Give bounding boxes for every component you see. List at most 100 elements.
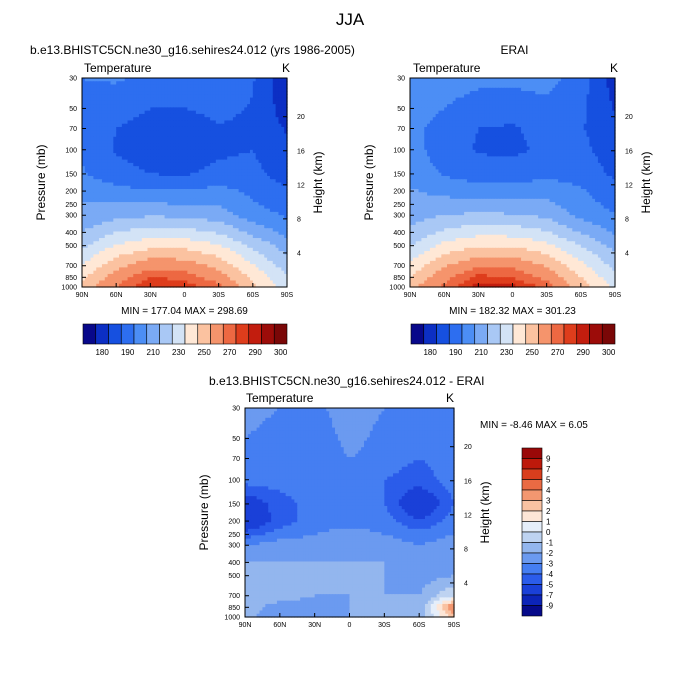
field-cell — [87, 78, 92, 82]
field-cell — [107, 143, 112, 148]
field-cell — [144, 166, 149, 171]
field-cell — [84, 136, 89, 141]
field-cell — [221, 123, 225, 128]
field-cell — [224, 153, 228, 157]
field-cell — [255, 149, 260, 154]
field-cell — [93, 81, 97, 86]
field-cell — [269, 84, 274, 89]
field-cell — [230, 113, 234, 118]
field-cell — [175, 133, 180, 138]
field-cell — [104, 107, 109, 112]
field-cell — [107, 172, 112, 177]
field-cell — [201, 156, 206, 161]
field-cell — [187, 149, 191, 154]
field-cell — [227, 107, 231, 112]
field-cell — [252, 113, 257, 118]
height-tick-label: 8 — [297, 216, 301, 223]
field-cell — [90, 110, 94, 115]
field-cell — [224, 113, 228, 118]
field-cell — [121, 140, 126, 144]
field-cell — [247, 107, 251, 112]
field-cell — [267, 133, 271, 138]
field-cell — [184, 159, 188, 164]
field-cell — [113, 87, 117, 92]
field-cell — [119, 91, 123, 95]
field-cell — [269, 94, 274, 99]
field-cell — [82, 162, 86, 167]
field-cell — [82, 153, 86, 157]
field-cell — [116, 107, 120, 112]
field-cell — [178, 149, 183, 154]
field-cell — [230, 159, 234, 164]
field-cell — [119, 117, 123, 122]
field-cell — [178, 136, 183, 141]
field-cell — [167, 130, 171, 135]
field-cell — [238, 91, 243, 95]
field-cell — [258, 123, 262, 128]
field-cell — [201, 169, 206, 174]
field-cell — [101, 126, 106, 131]
field-cell — [238, 117, 243, 122]
field-cell — [230, 166, 234, 171]
field-cell — [252, 81, 257, 86]
field-cell — [110, 113, 114, 118]
field-cell — [127, 153, 132, 157]
field-cell — [210, 120, 214, 125]
field-cell — [96, 107, 100, 112]
field-cell — [267, 153, 271, 157]
field-cell — [116, 91, 120, 95]
field-cell — [207, 97, 211, 102]
field-cell — [247, 81, 251, 86]
field-cell — [201, 146, 206, 151]
field-cell — [156, 113, 160, 118]
field-cell — [164, 156, 169, 161]
colorbar-box — [222, 323, 237, 345]
field-cell — [278, 153, 282, 157]
field-cell — [244, 97, 248, 102]
field-cell — [175, 159, 180, 164]
panel1-plot-area — [82, 78, 288, 288]
field-cell — [138, 172, 143, 177]
field-cell — [264, 169, 268, 174]
field-cell — [90, 78, 94, 82]
field-cell — [247, 169, 251, 174]
field-cell — [173, 100, 177, 105]
field-cell — [269, 149, 274, 154]
field-cell — [167, 149, 171, 154]
field-cell — [198, 97, 203, 102]
field-cell — [175, 140, 180, 144]
field-cell — [87, 172, 92, 177]
field-cell — [167, 126, 171, 131]
field-cell — [193, 84, 197, 89]
field-cell — [210, 91, 214, 95]
field-cell — [269, 146, 274, 151]
field-cell — [121, 172, 126, 177]
field-cell — [181, 87, 186, 92]
field-cell — [215, 113, 220, 118]
field-cell — [124, 143, 129, 148]
field-cell — [198, 107, 203, 112]
x-tick-label: 0 — [183, 292, 187, 299]
field-cell — [130, 104, 134, 108]
field-cell — [181, 84, 186, 89]
field-cell — [127, 117, 132, 122]
field-cell — [130, 149, 134, 154]
field-cell — [235, 123, 240, 128]
field-cell — [195, 169, 200, 174]
field-cell — [230, 153, 234, 157]
field-cell — [215, 166, 220, 171]
field-cell — [193, 162, 197, 167]
field-cell — [104, 91, 109, 95]
field-cell — [232, 126, 237, 131]
field-cell — [275, 107, 280, 112]
field-cell — [181, 166, 186, 171]
field-cell — [181, 91, 186, 95]
field-cell — [272, 156, 277, 161]
field-cell — [269, 110, 274, 115]
field-cell — [84, 120, 89, 125]
field-cell — [212, 156, 217, 161]
field-cell — [136, 126, 140, 131]
field-cell — [281, 130, 285, 135]
field-cell — [212, 162, 217, 167]
field-cell — [224, 84, 228, 89]
